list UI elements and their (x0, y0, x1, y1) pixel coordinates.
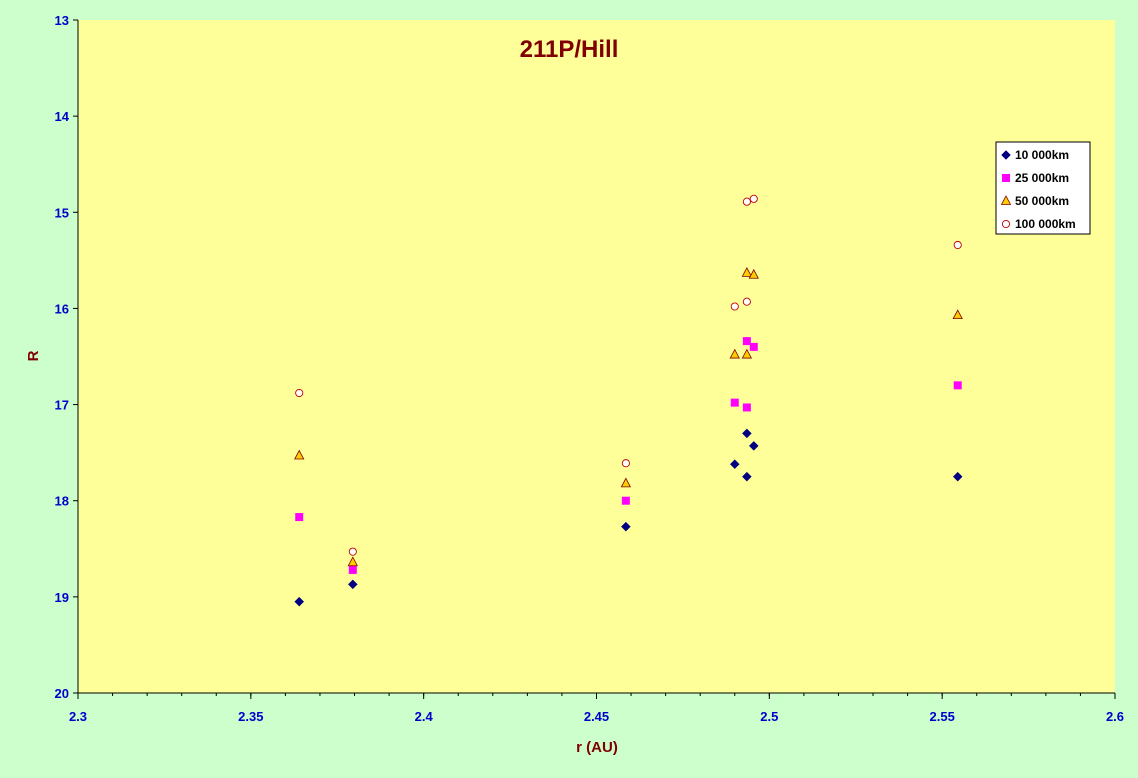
legend-marker (1000, 195, 1012, 205)
data-point (742, 403, 751, 412)
y-tick-label: 13 (55, 13, 69, 28)
x-tick-label: 2.5 (760, 709, 778, 724)
data-point (348, 565, 357, 574)
data-point (742, 197, 751, 206)
legend-marker (1002, 174, 1010, 182)
series-diamond (294, 428, 963, 607)
data-point (953, 240, 962, 250)
x-tick-label: 2.3 (69, 709, 87, 724)
data-point (748, 268, 759, 279)
legend-label: 100 000km (1015, 217, 1076, 231)
data-point (347, 556, 358, 567)
data-point (620, 477, 632, 488)
data-point (295, 513, 304, 522)
data-point (621, 496, 630, 505)
y-tick-label: 19 (55, 590, 69, 605)
data-point (730, 302, 739, 311)
data-point (742, 428, 752, 439)
data-point (295, 388, 304, 398)
data-point (347, 579, 358, 590)
legend-marker (1001, 219, 1011, 229)
x-tick-label: 2.35 (238, 709, 263, 724)
data-point (621, 521, 631, 532)
data-point (749, 342, 758, 351)
x-tick-label: 2.55 (930, 709, 955, 724)
y-tick-label: 14 (55, 109, 70, 124)
series-triangle (294, 267, 963, 567)
data-point (742, 471, 752, 482)
data-point (953, 381, 962, 390)
data-markers (294, 194, 963, 607)
x-tick-label: 2.4 (415, 709, 434, 724)
axes: 2.3 2.35 2.4 2.45 2.5 2.55 2.6 13 14 15 16 17 18 19 20 (55, 13, 1125, 724)
data-point (742, 297, 751, 306)
series-circle (295, 194, 962, 556)
chart-title: 211P/Hill (520, 36, 619, 63)
legend-label: 25 000km (1015, 171, 1069, 185)
data-point (749, 194, 758, 203)
y-tick-label: 16 (55, 301, 69, 316)
series-square (295, 337, 962, 574)
legend-marker (1001, 150, 1011, 160)
data-point (729, 459, 740, 470)
data-point (741, 267, 753, 277)
data-point (741, 348, 753, 359)
legend: 10 000km 25 000km 50 000km 100 000km (995, 141, 1091, 235)
legend-label: 10 000km (1015, 148, 1069, 162)
y-tick-label: 15 (55, 205, 69, 220)
data-point (729, 348, 740, 359)
data-point (294, 596, 305, 607)
x-tick-label: 2.45 (584, 709, 609, 724)
data-point (294, 449, 305, 460)
y-axis-title: R (25, 350, 42, 361)
data-point (748, 441, 759, 451)
data-point (952, 471, 963, 482)
data-point (952, 309, 963, 320)
data-point (621, 459, 630, 468)
data-point (742, 337, 751, 346)
plot-area (78, 20, 1115, 693)
legend-label: 50 000km (1015, 194, 1069, 208)
y-tick-label: 18 (55, 494, 69, 509)
y-tick-label: 20 (55, 686, 69, 701)
y-tick-label: 17 (55, 398, 69, 413)
legend-box (995, 141, 1091, 235)
x-tick-label: 2.6 (1106, 709, 1124, 724)
data-point (730, 398, 739, 407)
x-axis-title: r (AU) (576, 739, 618, 756)
data-point (348, 547, 357, 556)
